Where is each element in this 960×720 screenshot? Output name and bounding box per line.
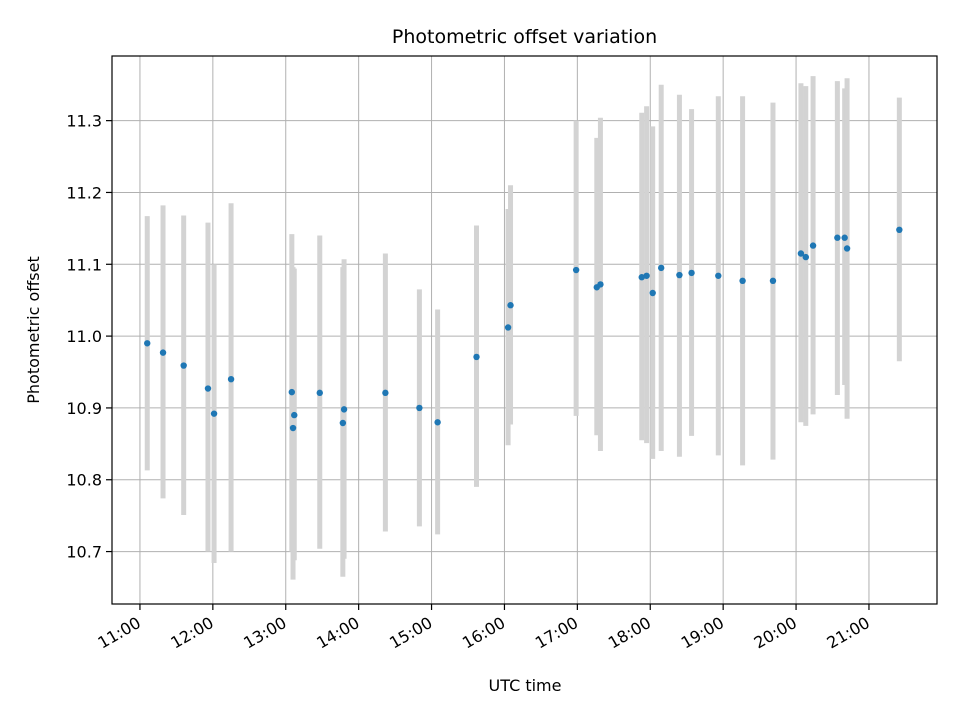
data-point bbox=[204, 385, 212, 392]
data-point bbox=[382, 389, 389, 397]
data-point bbox=[841, 234, 848, 241]
y-tick-label: 11.1 bbox=[66, 255, 102, 274]
data-point bbox=[504, 324, 512, 331]
data-point bbox=[597, 281, 604, 288]
data-point bbox=[180, 362, 187, 369]
y-tick-label: 10.7 bbox=[66, 543, 102, 562]
y-tick-label: 11.2 bbox=[66, 183, 102, 202]
data-point bbox=[688, 269, 695, 277]
data-point bbox=[896, 226, 903, 234]
data-point bbox=[739, 277, 746, 285]
y-tick-label: 10.9 bbox=[66, 399, 102, 418]
plot-frame bbox=[111, 55, 938, 605]
data-point bbox=[715, 272, 722, 279]
data-point bbox=[291, 411, 298, 419]
data-point bbox=[473, 353, 480, 361]
data-point bbox=[643, 272, 650, 279]
y-tick-label: 11.3 bbox=[66, 112, 102, 131]
data-point bbox=[769, 277, 777, 285]
data-point bbox=[339, 419, 347, 427]
data-point bbox=[657, 264, 665, 272]
data-point bbox=[416, 404, 423, 412]
data-point bbox=[434, 419, 441, 426]
y-axis-label: Photometric offset bbox=[24, 256, 43, 404]
data-point bbox=[227, 375, 235, 383]
y-tick-label: 10.8 bbox=[66, 471, 102, 490]
data-point bbox=[676, 271, 683, 279]
y-tick-label: 11.0 bbox=[66, 327, 102, 346]
data-point bbox=[288, 388, 296, 396]
data-point bbox=[159, 349, 167, 356]
data-point bbox=[144, 340, 151, 347]
data-point bbox=[649, 289, 656, 297]
data-point bbox=[638, 274, 645, 281]
data-point bbox=[809, 242, 817, 249]
data-point bbox=[572, 266, 580, 274]
chart-title: Photometric offset variation bbox=[392, 26, 657, 48]
x-axis-label: UTC time bbox=[489, 676, 562, 695]
data-point bbox=[834, 234, 841, 241]
data-point bbox=[802, 253, 809, 261]
data-point bbox=[289, 424, 297, 432]
data-point bbox=[797, 250, 805, 257]
data-point bbox=[507, 302, 514, 309]
data-point bbox=[843, 245, 851, 252]
data-point bbox=[340, 406, 348, 413]
data-point bbox=[210, 410, 218, 417]
data-point bbox=[316, 389, 323, 397]
point-layer bbox=[144, 226, 903, 432]
